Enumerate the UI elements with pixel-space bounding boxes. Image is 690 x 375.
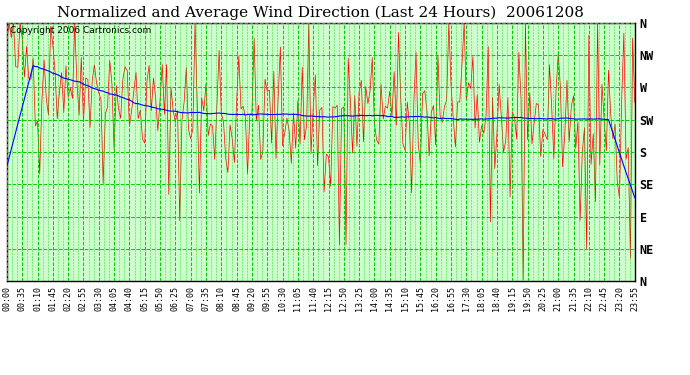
Title: Normalized and Average Wind Direction (Last 24 Hours)  20061208: Normalized and Average Wind Direction (L… bbox=[57, 6, 584, 20]
Text: Copyright 2006 Cartronics.com: Copyright 2006 Cartronics.com bbox=[10, 26, 151, 35]
